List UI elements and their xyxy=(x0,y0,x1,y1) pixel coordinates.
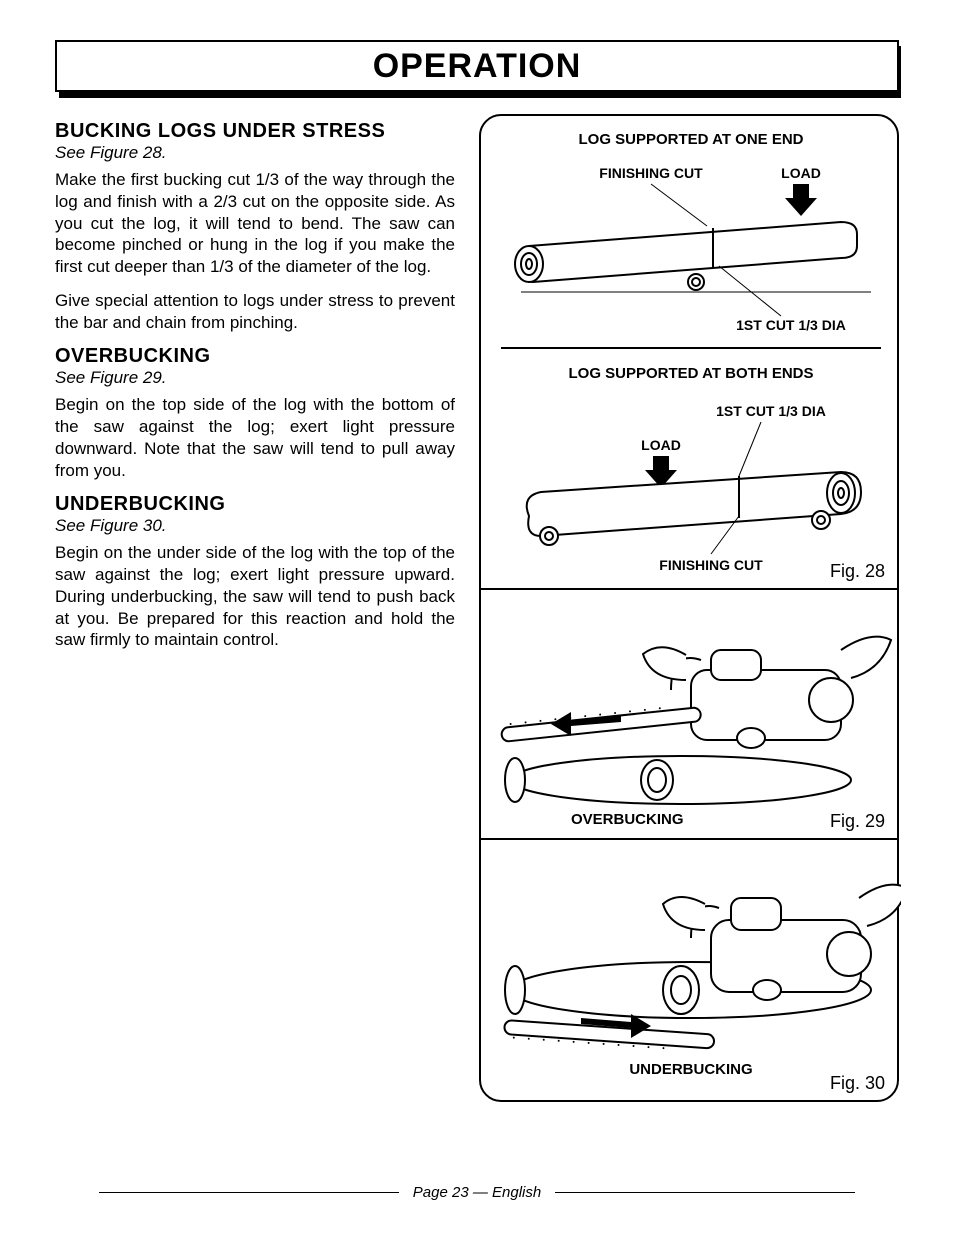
fig28-label-1st-bot: 1ST CUT 1/3 DIA xyxy=(716,403,826,419)
fig28-title-one-end: LOG SUPPORTED AT ONE END xyxy=(578,131,803,148)
figure-column: LOG SUPPORTED AT ONE END FINISHING CUT L… xyxy=(479,114,899,1102)
overbucking-paragraph: Begin on the top side of the log with th… xyxy=(55,394,455,481)
figure-29-panel: OVERBUCKING Fig. 29 xyxy=(481,588,897,838)
see-figure-28: See Figure 28. xyxy=(55,143,455,163)
fig28-label-load-top: LOAD xyxy=(781,165,821,181)
see-figure-29: See Figure 29. xyxy=(55,368,455,388)
section-title: OPERATION xyxy=(373,47,582,86)
fig30-label: UNDERBUCKING xyxy=(629,1061,752,1078)
fig28-caption: Fig. 28 xyxy=(830,561,885,582)
figure-28-panel: LOG SUPPORTED AT ONE END FINISHING CUT L… xyxy=(481,116,897,588)
underbucking-illustration xyxy=(504,885,901,1053)
footer-text: Page 23 — English xyxy=(413,1184,541,1201)
fig28-label-finishing-bot: FINISHING CUT xyxy=(659,557,763,573)
fig29-caption: Fig. 29 xyxy=(830,811,885,832)
figure-30-panel: UNDERBUCKING Fig. 30 xyxy=(481,838,897,1100)
fig28-label-load-bot: LOAD xyxy=(641,437,681,453)
fig28-log-both-ends xyxy=(527,472,861,545)
section-title-box: OPERATION xyxy=(55,40,899,96)
underbucking-paragraph: Begin on the under side of the log with … xyxy=(55,542,455,651)
heading-underbucking: UNDERBUCKING xyxy=(55,493,455,516)
fig28-title-both-ends: LOG SUPPORTED AT BOTH ENDS xyxy=(568,365,813,382)
heading-overbucking: OVERBUCKING xyxy=(55,345,455,368)
fig28-log-one-end xyxy=(515,222,857,290)
fig29-label: OVERBUCKING xyxy=(571,811,684,828)
bucking-paragraph-1: Make the first bucking cut 1/3 of the wa… xyxy=(55,169,455,278)
heading-bucking: BUCKING LOGS UNDER STRESS xyxy=(55,120,455,143)
overbucking-illustration xyxy=(501,637,891,804)
fig28-label-finishing-top: FINISHING CUT xyxy=(599,165,703,181)
fig30-caption: Fig. 30 xyxy=(830,1073,885,1094)
page-footer: Page 23 — English xyxy=(0,1184,954,1201)
see-figure-30: See Figure 30. xyxy=(55,516,455,536)
bucking-paragraph-2: Give special attention to logs under str… xyxy=(55,290,455,334)
text-column: BUCKING LOGS UNDER STRESS See Figure 28.… xyxy=(55,114,455,1102)
load-arrow-top xyxy=(785,184,817,216)
fig28-label-1st-top: 1ST CUT 1/3 DIA xyxy=(736,317,846,333)
